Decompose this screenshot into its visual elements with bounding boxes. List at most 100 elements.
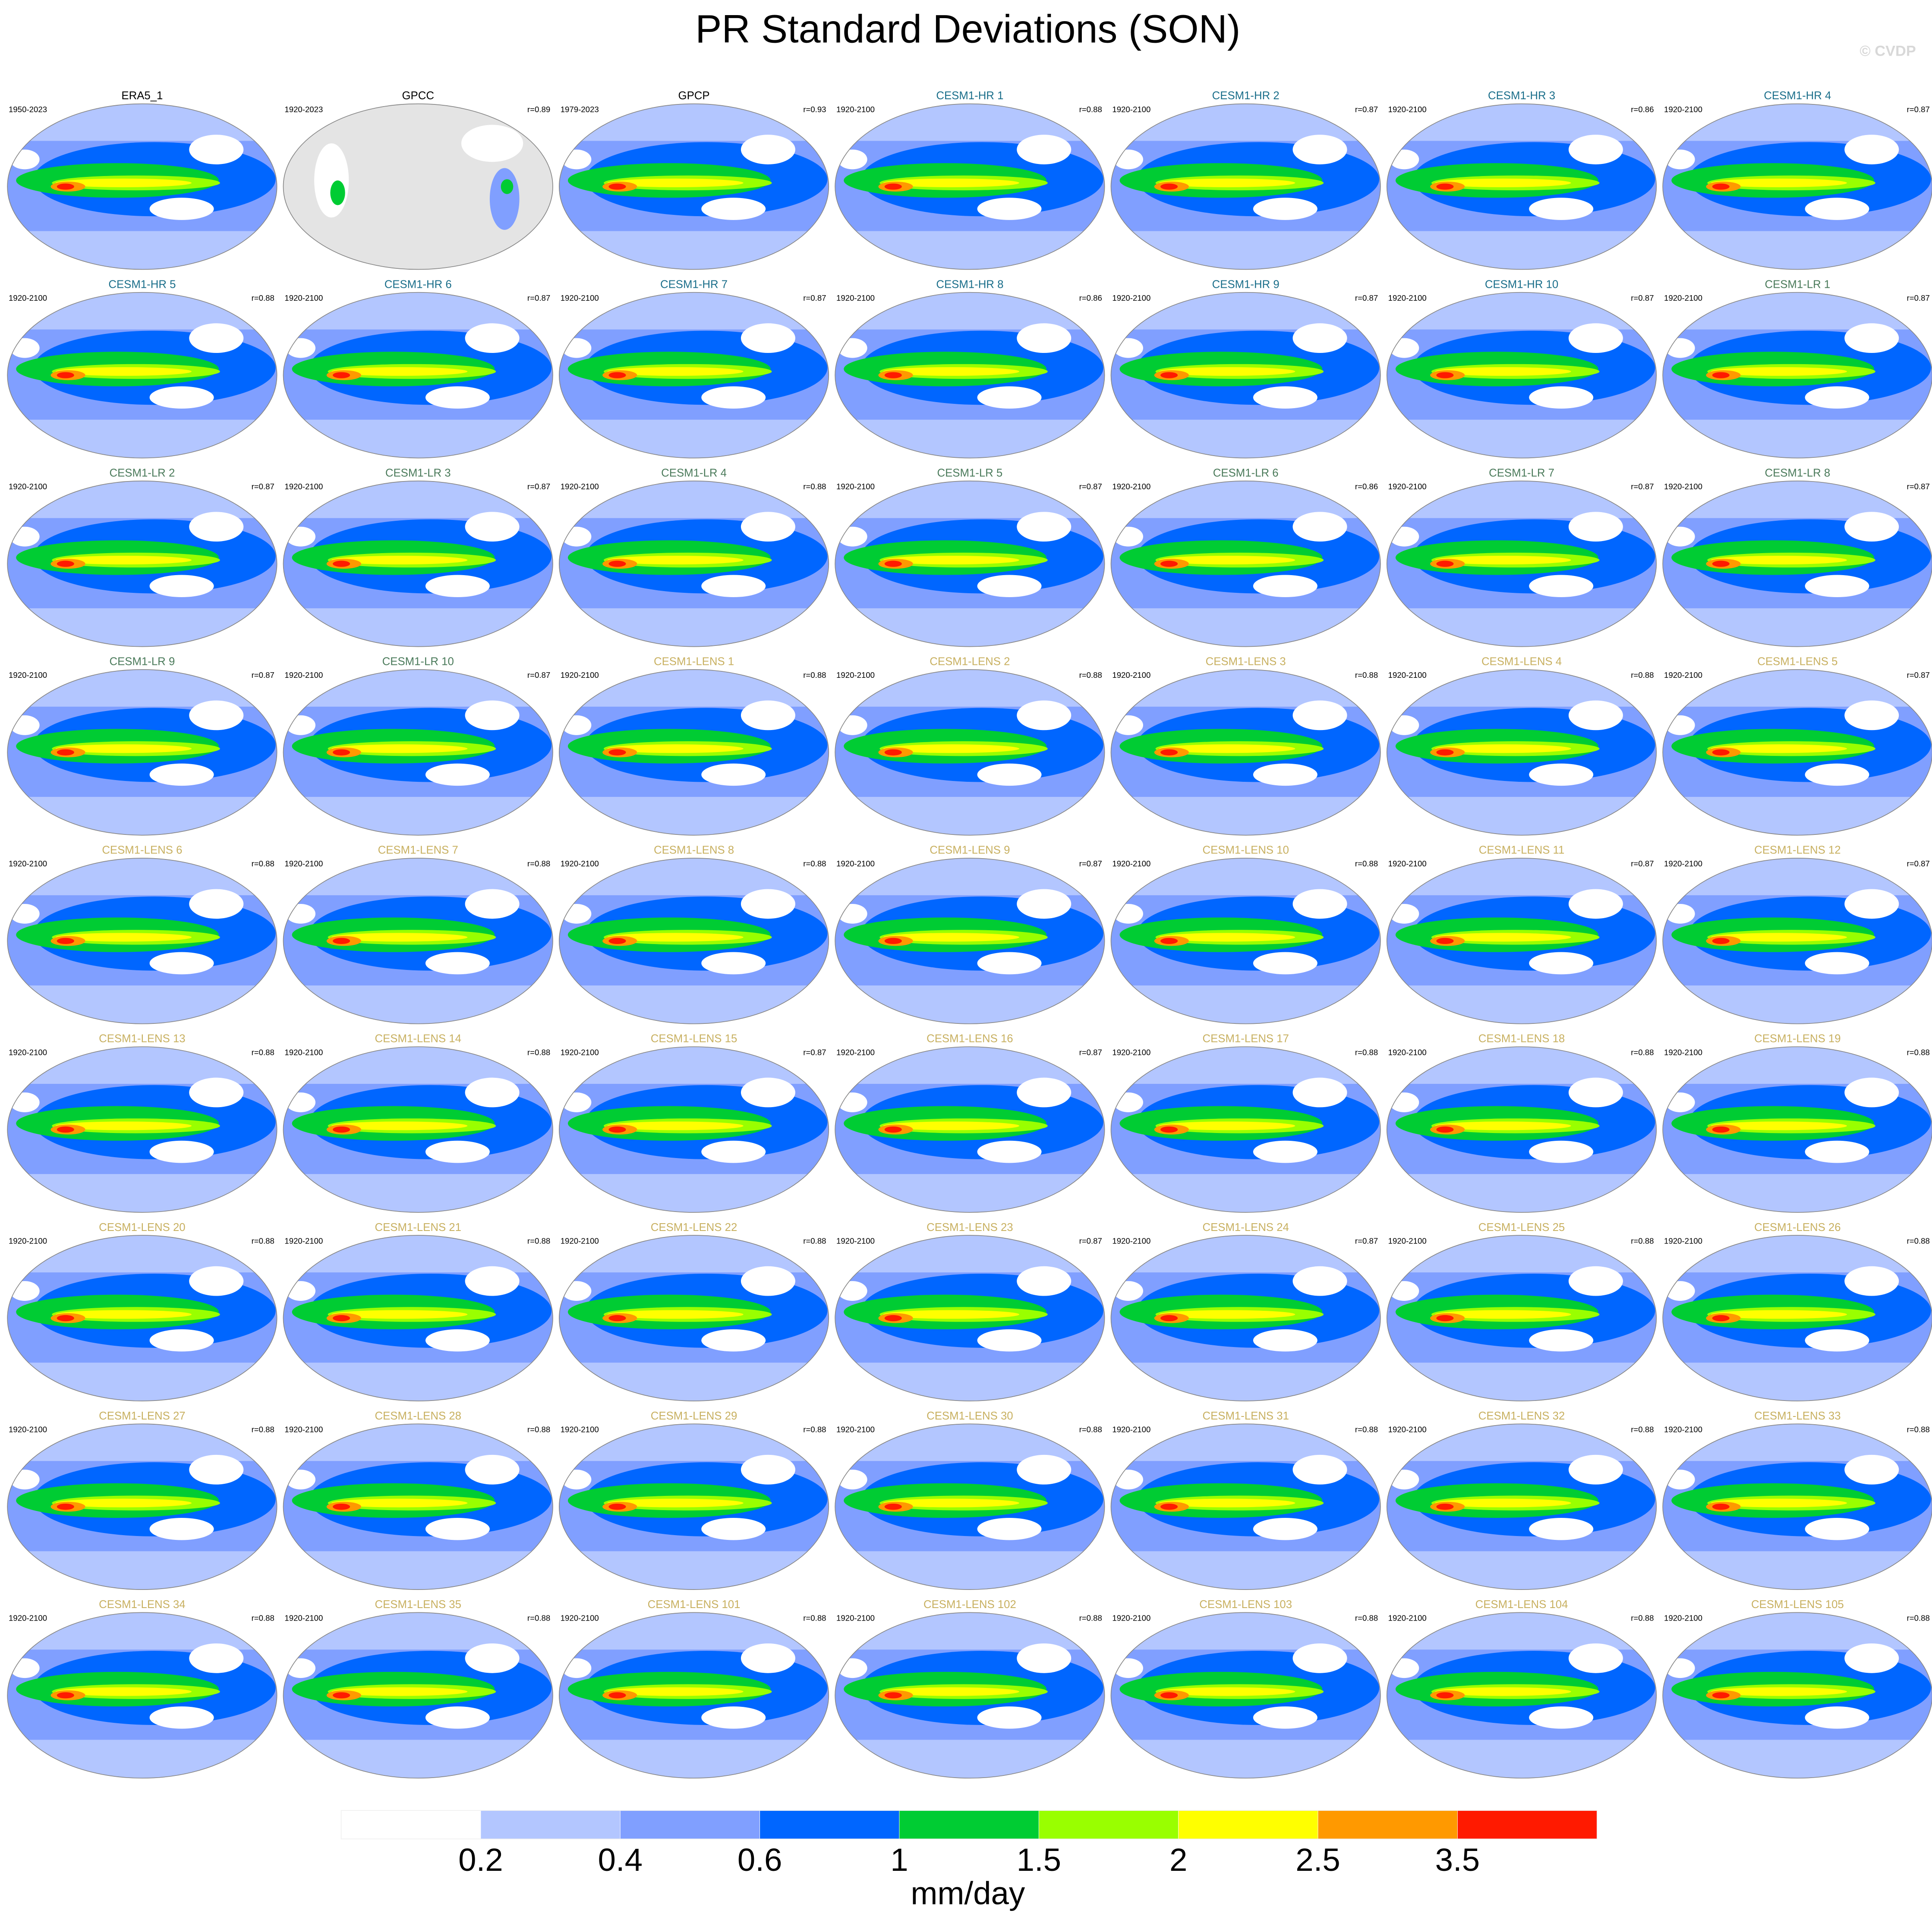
region xyxy=(55,933,192,942)
region xyxy=(1113,1470,1143,1490)
panel-title: CESM1-LENS 104 xyxy=(1475,1599,1568,1611)
panel-correlation: r=0.88 xyxy=(527,1048,550,1057)
region xyxy=(55,1310,192,1319)
panel-title: CESM1-LENS 4 xyxy=(1481,656,1562,668)
panel-title: CESM1-HR 10 xyxy=(1485,278,1558,290)
panel-title: CESM1-HR 4 xyxy=(1764,90,1831,102)
region xyxy=(1712,938,1730,944)
region xyxy=(835,419,1105,458)
region xyxy=(1663,231,1932,270)
panel-period: 1920-2100 xyxy=(284,670,323,680)
region xyxy=(837,1281,867,1301)
region xyxy=(331,933,468,942)
region xyxy=(1568,323,1623,353)
region xyxy=(701,1140,766,1163)
panel-correlation: r=0.86 xyxy=(1079,293,1102,302)
map-outline xyxy=(1110,858,1381,1024)
region xyxy=(1387,608,1657,647)
region xyxy=(608,1692,626,1699)
map-outline xyxy=(283,858,553,1024)
region xyxy=(1663,608,1932,647)
region xyxy=(7,231,277,270)
region xyxy=(189,1454,244,1485)
panel-period: 1920-2100 xyxy=(836,1614,875,1623)
panel-period: 1920-2100 xyxy=(1112,670,1150,680)
panel-correlation: r=0.88 xyxy=(252,1614,274,1623)
region xyxy=(465,323,520,353)
map-outline xyxy=(7,1423,277,1590)
map xyxy=(1663,104,1932,270)
region xyxy=(7,985,277,1024)
region xyxy=(425,952,490,975)
region xyxy=(149,1329,214,1352)
region xyxy=(1711,556,1847,565)
region xyxy=(55,1687,192,1696)
panel-period: 1920-2100 xyxy=(1112,105,1150,114)
panel-correlation: r=0.87 xyxy=(1631,859,1654,868)
map-outline xyxy=(558,103,829,270)
region xyxy=(1436,1315,1454,1322)
panel-correlation: r=0.89 xyxy=(527,105,550,114)
panel-period: 1920-2100 xyxy=(1388,105,1427,114)
region xyxy=(977,1329,1042,1352)
map-outline xyxy=(1662,480,1932,647)
panel-title: CESM1-HR 7 xyxy=(660,278,728,290)
region xyxy=(189,700,244,730)
region xyxy=(1711,367,1847,376)
panel-correlation: r=0.88 xyxy=(527,1614,550,1623)
region xyxy=(1436,1504,1454,1510)
map-outline xyxy=(1386,1046,1657,1213)
panel-period: 1920-2100 xyxy=(1112,482,1150,491)
map-outline xyxy=(1662,103,1932,270)
region xyxy=(701,763,766,786)
region xyxy=(837,149,867,170)
panel-title: CESM1-LENS 13 xyxy=(99,1033,185,1045)
region xyxy=(57,1126,74,1133)
region xyxy=(465,1266,520,1296)
watermark: © CVDP xyxy=(1860,43,1916,59)
region xyxy=(331,1121,468,1130)
panel-correlation: r=0.88 xyxy=(1079,1614,1102,1623)
map-outline xyxy=(558,292,829,459)
region xyxy=(1292,889,1347,919)
land xyxy=(314,143,349,218)
region xyxy=(1253,1706,1317,1729)
region xyxy=(1111,796,1380,835)
region xyxy=(1292,135,1347,164)
panel-period: 1920-2100 xyxy=(1664,482,1702,491)
region xyxy=(1805,198,1869,220)
region xyxy=(57,1315,74,1322)
region xyxy=(884,183,902,190)
region xyxy=(701,198,766,220)
panel-correlation: r=0.87 xyxy=(252,670,274,680)
map-outline xyxy=(1386,292,1657,459)
region xyxy=(884,938,902,944)
region xyxy=(608,938,626,944)
map-outline xyxy=(7,480,277,647)
region xyxy=(286,1092,315,1112)
region xyxy=(1389,1658,1419,1678)
region xyxy=(837,1092,867,1112)
panel-correlation: r=0.87 xyxy=(1631,293,1654,302)
map-outline xyxy=(283,1235,553,1401)
region xyxy=(883,1498,1019,1508)
region xyxy=(1159,933,1295,942)
panel-period: 1920-2100 xyxy=(1388,859,1427,868)
map-outline xyxy=(1386,858,1657,1024)
region xyxy=(7,796,277,835)
panel-period: 1920-2100 xyxy=(836,1048,875,1057)
panel-period: 1920-2100 xyxy=(9,482,47,491)
panel-title: CESM1-LENS 26 xyxy=(1754,1221,1841,1234)
map-outline xyxy=(1386,103,1657,270)
map xyxy=(7,858,277,1024)
region xyxy=(1665,1658,1695,1678)
region xyxy=(607,933,744,942)
panel-period: 1920-2100 xyxy=(9,859,47,868)
colorbar-label: 1 xyxy=(890,1842,908,1878)
land xyxy=(330,180,345,205)
panel-correlation: r=0.87 xyxy=(1355,105,1378,114)
region xyxy=(1529,198,1594,220)
map-outline xyxy=(1110,1423,1381,1590)
panel-correlation: r=0.87 xyxy=(803,1048,826,1057)
